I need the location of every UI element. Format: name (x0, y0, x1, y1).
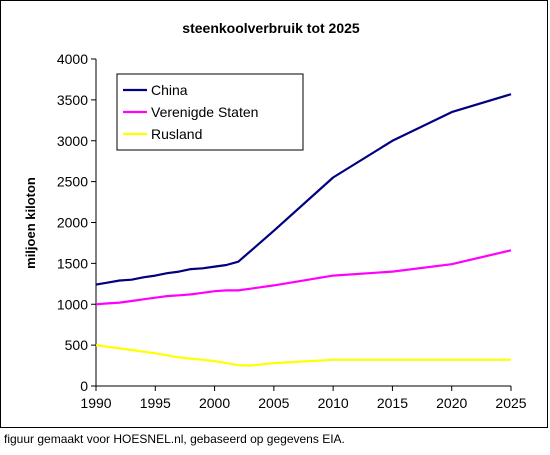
tick-labels: 0 500 1000 1500 2000 2500 3000 3500 4000 1990 1995… (57, 51, 527, 411)
y-tick-label: 500 (65, 337, 89, 353)
x-tick-label: 2000 (199, 395, 230, 411)
figure-caption: figuur gemaakt voor HOESNEL.nl, gebaseer… (4, 432, 345, 446)
y-tick-label: 3000 (57, 133, 88, 149)
x-tick-label: 1990 (80, 395, 111, 411)
x-tick-label: 2015 (377, 395, 408, 411)
chart-frame: steenkoolverbruik tot 2025 miljoen kilot… (0, 0, 548, 428)
chart-title: steenkoolverbruik tot 2025 (182, 20, 360, 36)
series-line-china (95, 93, 512, 286)
legend-label: Rusland (151, 126, 202, 142)
axes (91, 58, 512, 391)
x-tick-label: 2005 (258, 395, 289, 411)
x-tick-label: 2010 (318, 395, 349, 411)
legend-box (116, 73, 304, 151)
y-tick-label: 4000 (57, 51, 88, 67)
series-line-verenigde-staten (95, 249, 512, 306)
x-tick-label: 1995 (140, 395, 171, 411)
y-tick-label: 2000 (57, 215, 88, 231)
series-lines (95, 93, 512, 367)
legend-label: China (151, 82, 188, 98)
x-tick-label: 2020 (436, 395, 467, 411)
y-tick-label: 1500 (57, 255, 88, 271)
series-line-rusland (95, 344, 511, 367)
y-tick-label: 0 (80, 378, 88, 394)
line-chart: steenkoolverbruik tot 2025 miljoen kilot… (23, 20, 527, 411)
legend-label: Verenigde Staten (151, 104, 258, 120)
legend: China Verenigde Staten Rusland (116, 73, 304, 151)
y-axis-title: miljoen kiloton (23, 177, 38, 269)
y-tick-label: 1000 (57, 296, 88, 312)
y-tick-label: 2500 (57, 174, 88, 190)
x-tick-label: 2025 (495, 395, 526, 411)
y-tick-label: 3500 (57, 92, 88, 108)
